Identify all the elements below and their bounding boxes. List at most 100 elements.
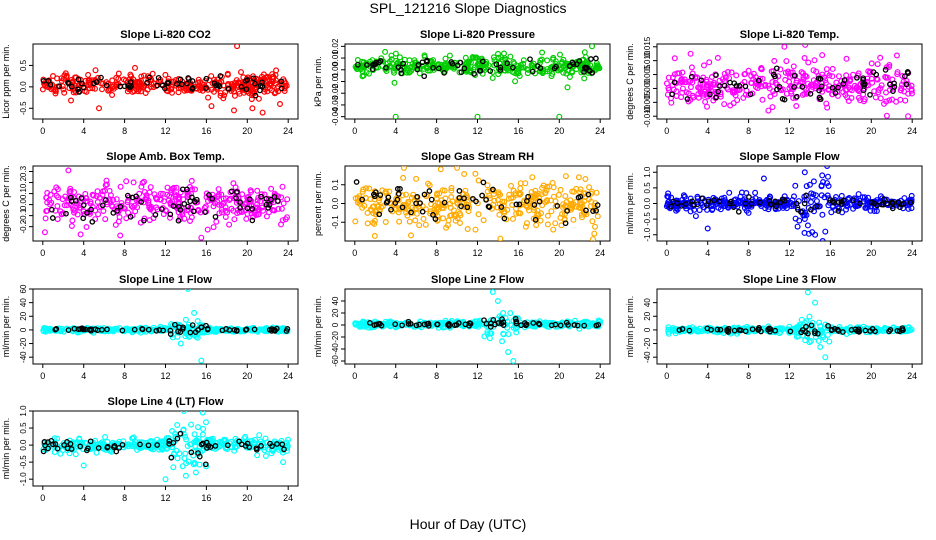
data-point — [363, 69, 370, 76]
reference-point — [829, 198, 836, 204]
point-layer — [663, 44, 915, 119]
data-point — [396, 218, 403, 225]
data-point — [877, 85, 884, 92]
data-point — [766, 195, 773, 202]
data-point — [515, 190, 522, 197]
data-point — [668, 99, 675, 106]
reference-point — [798, 329, 805, 336]
data-point — [147, 83, 154, 90]
data-point — [356, 200, 363, 207]
data-point — [249, 437, 256, 444]
y-tick-label: 0.005 — [643, 64, 652, 85]
data-point — [807, 338, 814, 345]
x-tick-label: 24 — [907, 248, 917, 258]
reference-point — [68, 83, 75, 90]
reference-point — [246, 196, 253, 203]
data-point — [842, 91, 849, 98]
data-point — [520, 57, 527, 64]
panel-title: Slope Sample Flow — [739, 151, 840, 163]
y-tick-label: 0.015 — [643, 36, 652, 57]
reference-point — [704, 325, 711, 332]
reference-point — [787, 328, 794, 335]
y-tick-label: 60 — [19, 284, 28, 293]
y-tick-label: -1.0 — [643, 227, 652, 241]
reference-point — [203, 85, 209, 91]
data-point — [501, 55, 508, 62]
reference-point — [513, 201, 520, 208]
outlier-point — [817, 344, 824, 351]
x-tick-label: 12 — [784, 371, 794, 381]
y-tick-label: 0.3 — [19, 165, 28, 177]
reference-point — [397, 186, 403, 192]
reference-point — [840, 329, 846, 335]
data-point — [575, 174, 582, 181]
reference-point — [835, 199, 842, 206]
data-point — [728, 69, 735, 76]
data-point — [671, 55, 678, 62]
data-point — [117, 232, 124, 239]
x-tick-label: 0 — [40, 126, 45, 136]
data-point — [59, 196, 66, 203]
data-point — [388, 52, 395, 59]
reference-point — [686, 327, 693, 334]
data-point — [745, 67, 752, 74]
data-point — [53, 192, 60, 199]
data-point — [539, 70, 546, 77]
outlier-point — [400, 166, 407, 171]
reference-point — [177, 76, 184, 83]
y-tick-label: -0.2 — [19, 219, 28, 233]
reference-point — [419, 208, 426, 215]
data-point — [769, 78, 776, 85]
y-axis-label: ml/min per min. — [625, 296, 635, 358]
reference-point — [246, 444, 253, 450]
data-point — [825, 183, 832, 190]
data-point — [562, 173, 569, 180]
reference-point — [400, 60, 406, 67]
x-tick-label: 8 — [746, 371, 751, 381]
data-point — [730, 87, 737, 94]
data-point — [685, 90, 692, 97]
reference-point — [688, 73, 695, 80]
outlier-point — [564, 84, 571, 91]
outlier-point — [489, 289, 496, 296]
outlier-point — [804, 289, 811, 296]
reference-point — [781, 96, 788, 103]
reference-point — [486, 204, 493, 210]
data-point — [874, 76, 881, 83]
data-point — [587, 203, 594, 210]
reference-point — [857, 200, 863, 207]
data-point — [95, 211, 102, 218]
data-point — [902, 97, 909, 104]
x-tick-label: 24 — [595, 126, 605, 136]
data-point — [739, 199, 746, 206]
data-point — [811, 57, 818, 64]
reference-point — [257, 87, 263, 94]
data-point — [71, 209, 78, 216]
outlier-point — [714, 54, 721, 61]
panel-title: Slope Li-820 Temp. — [740, 29, 839, 41]
reference-point — [848, 327, 855, 333]
reference-point — [87, 438, 94, 445]
data-point — [544, 57, 551, 64]
data-point — [130, 179, 137, 186]
data-point — [254, 187, 261, 194]
data-point — [710, 79, 717, 86]
data-point — [280, 200, 287, 207]
data-point — [230, 82, 237, 89]
x-tick-label: 0 — [40, 371, 45, 381]
reference-point — [63, 210, 69, 217]
x-tick-label: 0 — [352, 248, 357, 258]
reference-point — [890, 88, 896, 94]
outlier-point — [781, 44, 788, 50]
data-point — [893, 98, 900, 105]
data-point — [489, 68, 496, 75]
data-point — [359, 321, 366, 328]
x-tick-label: 8 — [434, 371, 439, 381]
reference-point — [424, 321, 431, 327]
reference-point — [198, 441, 205, 448]
y-tick-label: -40 — [19, 351, 28, 363]
data-point — [816, 319, 823, 326]
reference-point — [207, 444, 214, 450]
data-point — [510, 215, 517, 222]
data-point — [690, 94, 697, 101]
